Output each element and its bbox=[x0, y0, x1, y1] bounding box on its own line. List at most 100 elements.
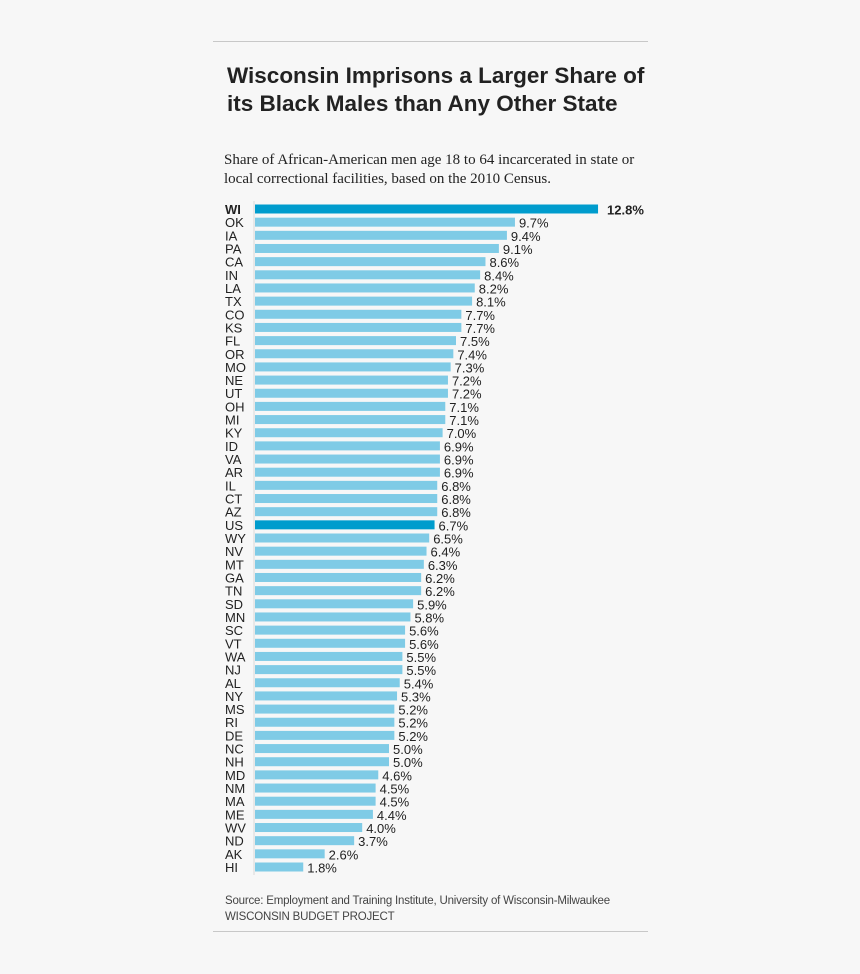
value-label: 4.5% bbox=[380, 795, 410, 810]
bar-al bbox=[255, 678, 400, 688]
bar-ri bbox=[255, 717, 395, 727]
bar-pa bbox=[255, 243, 499, 253]
category-label: NJ bbox=[225, 663, 241, 678]
category-label: WI bbox=[225, 202, 241, 217]
bar-tn bbox=[255, 586, 422, 596]
value-label: 7.5% bbox=[460, 334, 490, 349]
value-label: 6.5% bbox=[433, 532, 463, 547]
bar-ne bbox=[255, 375, 448, 385]
bar-ky bbox=[255, 428, 443, 438]
bar-il bbox=[255, 480, 438, 490]
bar-me bbox=[255, 809, 373, 819]
category-label: MN bbox=[225, 610, 245, 625]
bar-in bbox=[255, 270, 481, 280]
bar-ut bbox=[255, 388, 448, 398]
value-label: 6.2% bbox=[425, 571, 455, 586]
bar-md bbox=[255, 770, 379, 780]
bar-or bbox=[255, 349, 454, 359]
category-label: MI bbox=[225, 413, 239, 428]
category-label: CA bbox=[225, 255, 243, 270]
value-label: 5.3% bbox=[401, 689, 431, 704]
value-label: 4.0% bbox=[366, 821, 396, 836]
bar-ga bbox=[255, 572, 422, 582]
bar-oh bbox=[255, 401, 446, 411]
bar-wi bbox=[255, 204, 599, 214]
value-label: 8.2% bbox=[479, 281, 509, 296]
value-label: 7.2% bbox=[452, 387, 482, 402]
bar-vt bbox=[255, 638, 406, 648]
value-label: 9.4% bbox=[511, 229, 541, 244]
value-label: 5.2% bbox=[398, 716, 428, 731]
category-label: PA bbox=[225, 241, 242, 256]
bar-nm bbox=[255, 783, 376, 793]
value-label: 5.0% bbox=[393, 755, 423, 770]
value-label: 6.8% bbox=[441, 492, 471, 507]
category-label: ND bbox=[225, 834, 244, 849]
category-label: NH bbox=[225, 755, 244, 770]
category-label: AZ bbox=[225, 505, 242, 520]
value-label: 6.9% bbox=[444, 453, 474, 468]
value-label: 6.9% bbox=[444, 466, 474, 481]
bar-ks bbox=[255, 322, 462, 332]
category-label: MD bbox=[225, 768, 245, 783]
category-label: UT bbox=[225, 386, 242, 401]
value-label: 5.2% bbox=[398, 703, 428, 718]
category-label: WA bbox=[225, 649, 246, 664]
value-label: 7.0% bbox=[447, 426, 477, 441]
category-label: WY bbox=[225, 531, 246, 546]
category-label: MA bbox=[225, 794, 245, 809]
value-label: 9.7% bbox=[519, 216, 549, 231]
category-label: IA bbox=[225, 228, 238, 243]
value-label: 1.8% bbox=[307, 861, 337, 876]
bar-ar bbox=[255, 467, 440, 477]
bar-co bbox=[255, 309, 462, 319]
category-label: IN bbox=[225, 268, 238, 283]
value-label: 7.4% bbox=[457, 347, 487, 362]
value-label: 6.8% bbox=[441, 505, 471, 520]
bar-sc bbox=[255, 625, 406, 635]
value-label: 7.1% bbox=[449, 400, 479, 415]
category-label: LA bbox=[225, 281, 241, 296]
value-label: 7.2% bbox=[452, 374, 482, 389]
value-label: 5.0% bbox=[393, 742, 423, 757]
value-label: 5.6% bbox=[409, 624, 439, 639]
bar-wa bbox=[255, 651, 403, 661]
value-label: 9.1% bbox=[503, 242, 533, 257]
category-label: NY bbox=[225, 689, 243, 704]
value-label: 7.3% bbox=[455, 360, 485, 375]
category-label: VA bbox=[225, 452, 242, 467]
value-label: 6.9% bbox=[444, 439, 474, 454]
value-label: 4.6% bbox=[382, 768, 412, 783]
bar-nd bbox=[255, 836, 355, 846]
category-label: OK bbox=[225, 215, 244, 230]
value-label: 5.6% bbox=[409, 637, 439, 652]
category-label: NV bbox=[225, 544, 243, 559]
value-label: 6.4% bbox=[431, 545, 461, 560]
bar-wv bbox=[255, 823, 363, 833]
category-label: SC bbox=[225, 623, 243, 638]
category-label: OR bbox=[225, 347, 245, 362]
category-label: NC bbox=[225, 742, 244, 757]
bar-tx bbox=[255, 296, 473, 306]
category-label: ME bbox=[225, 807, 245, 822]
category-label: GA bbox=[225, 570, 244, 585]
category-label: HI bbox=[225, 860, 238, 875]
category-label: OH bbox=[225, 399, 245, 414]
value-label: 6.8% bbox=[441, 479, 471, 494]
category-label: VT bbox=[225, 636, 242, 651]
value-label: 7.1% bbox=[449, 413, 479, 428]
bar-ca bbox=[255, 257, 486, 267]
value-label: 5.9% bbox=[417, 597, 447, 612]
chart-title: Wisconsin Imprisons a Larger Share of it… bbox=[227, 63, 645, 116]
value-label: 6.2% bbox=[425, 584, 455, 599]
bar-va bbox=[255, 454, 440, 464]
category-label: ID bbox=[225, 439, 238, 454]
top-rule bbox=[213, 41, 648, 42]
bar-us bbox=[255, 520, 435, 530]
bar-mn bbox=[255, 612, 411, 622]
category-label: SD bbox=[225, 597, 243, 612]
value-label: 2.6% bbox=[329, 847, 359, 862]
value-label: 6.3% bbox=[428, 558, 458, 573]
bar-mt bbox=[255, 559, 424, 569]
